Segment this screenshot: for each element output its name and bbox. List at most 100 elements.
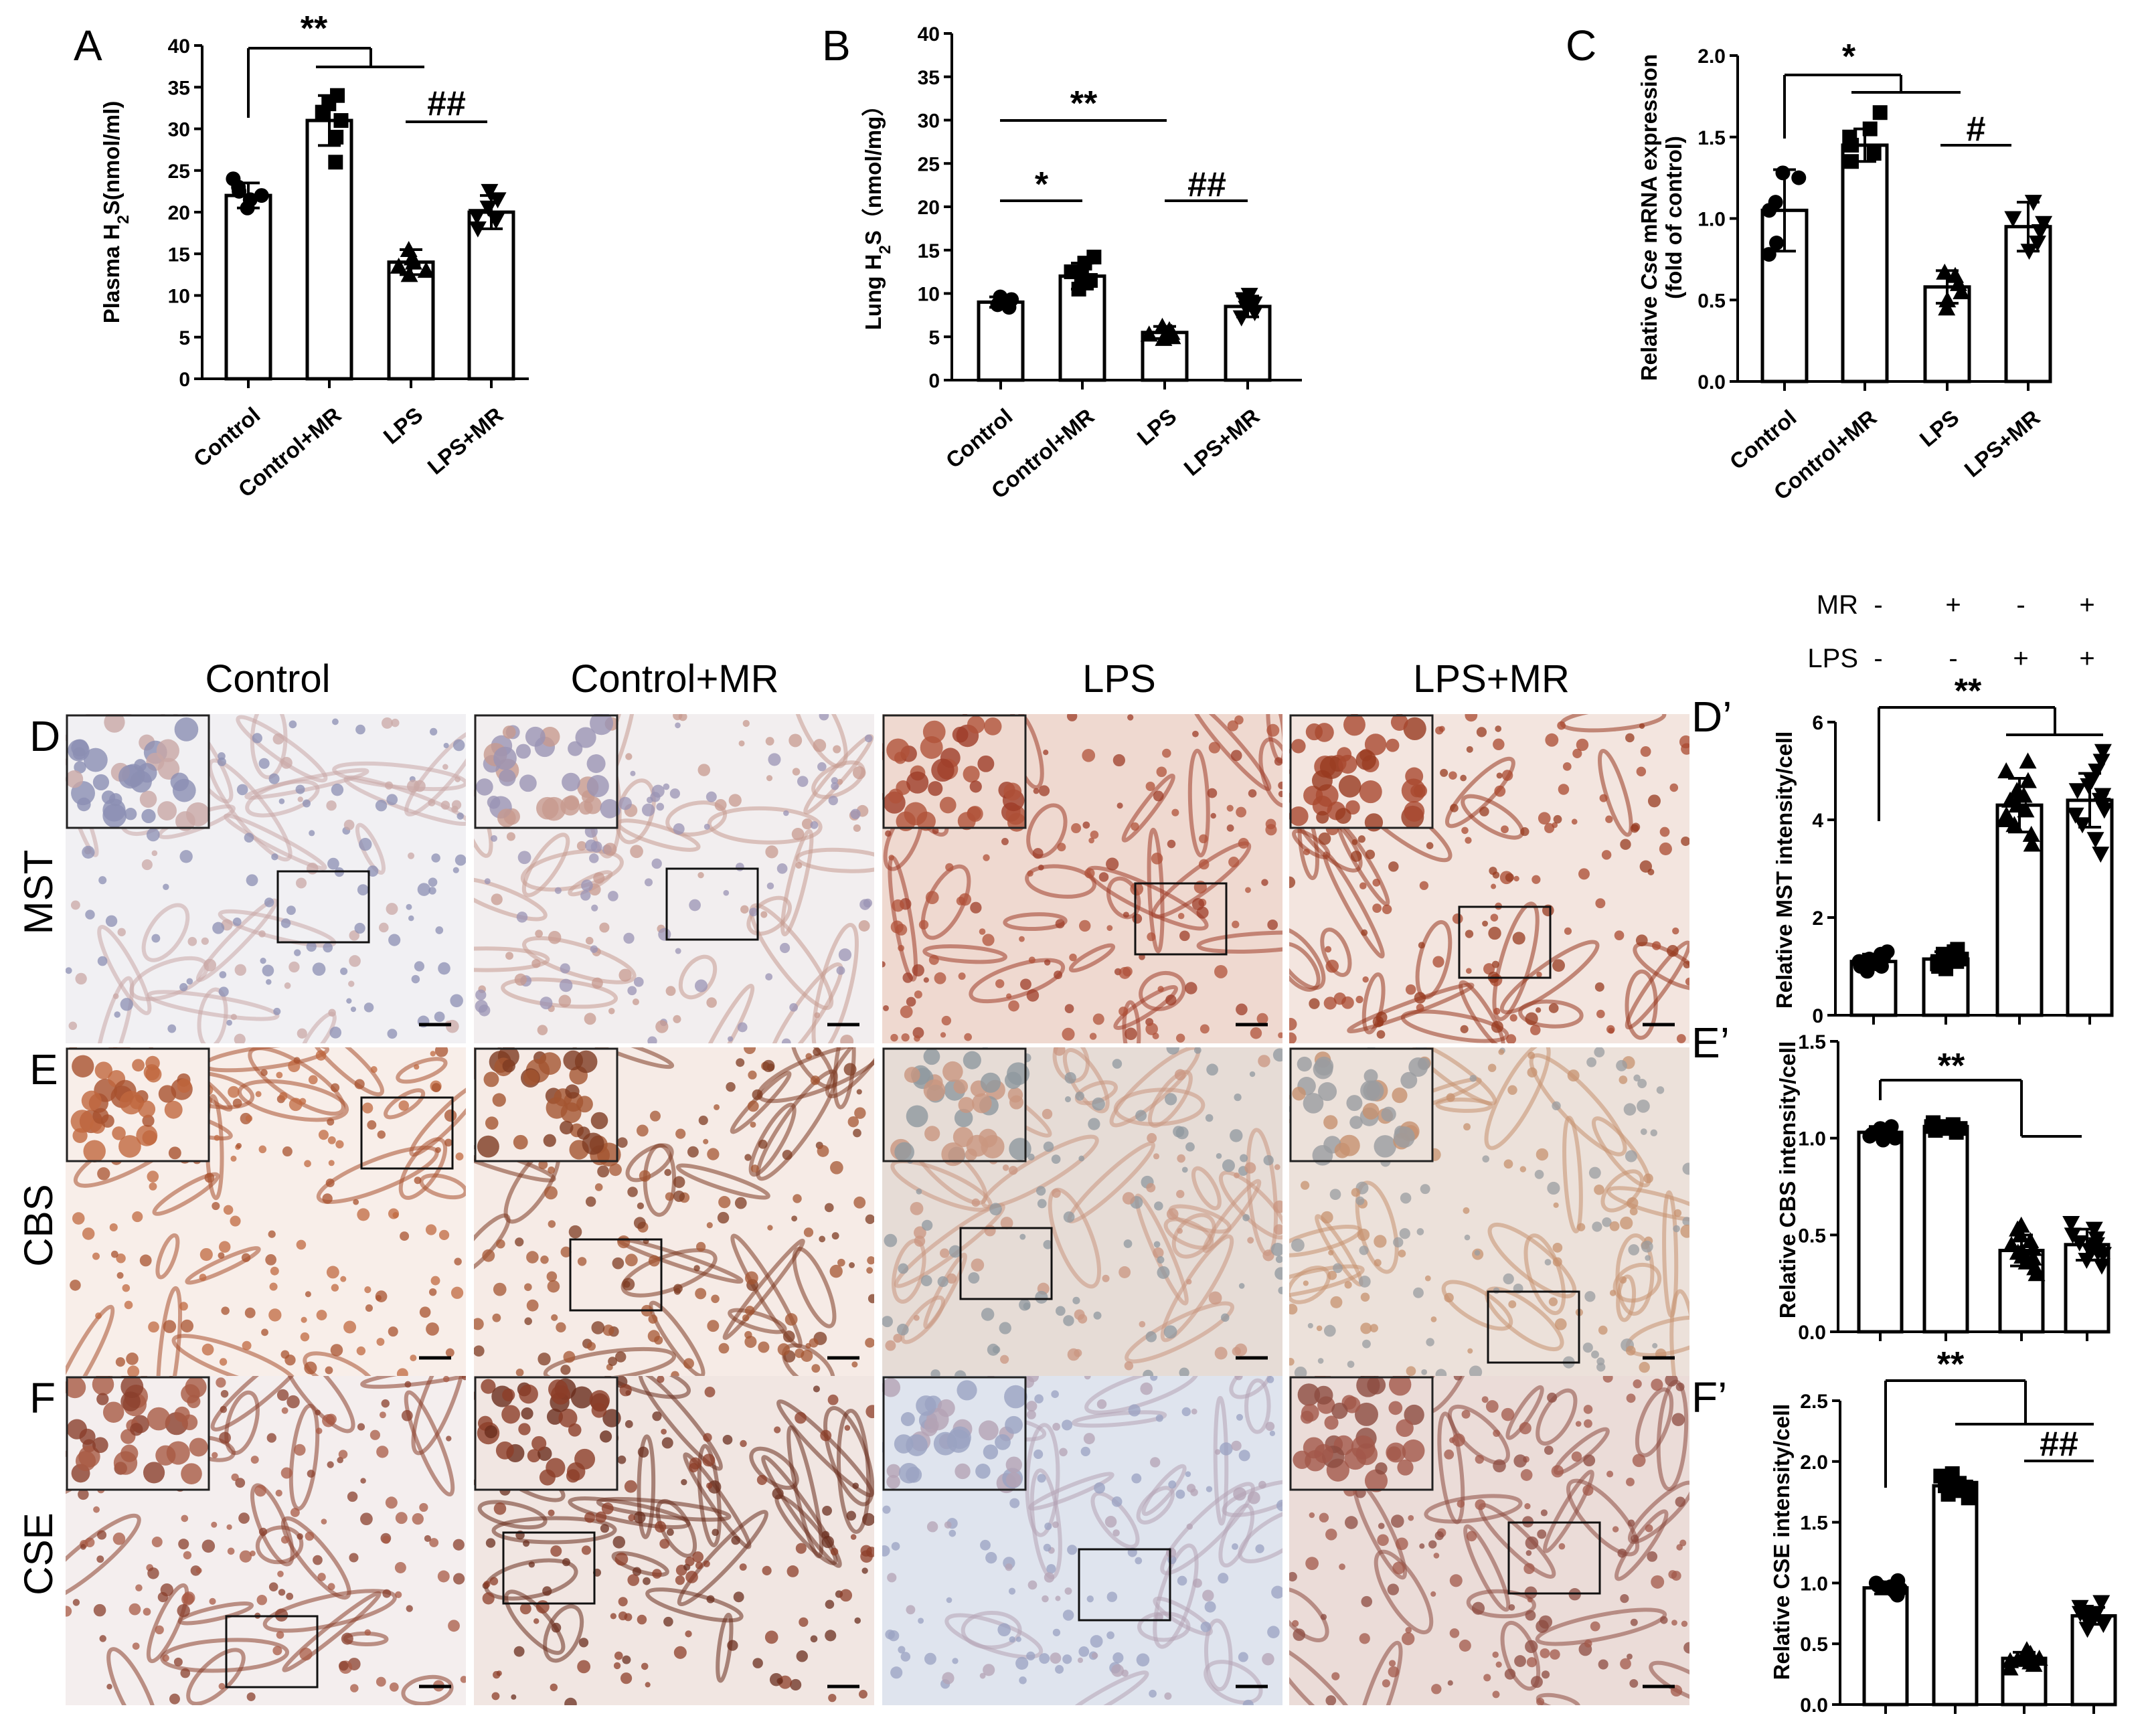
cell-nucleus xyxy=(1206,1063,1218,1076)
cell-nucleus xyxy=(1627,1653,1633,1660)
cell-nucleus xyxy=(1112,1059,1123,1069)
inset-cell xyxy=(953,1079,969,1094)
cell-nucleus xyxy=(685,1557,695,1567)
tissue-strand xyxy=(1062,1048,1110,1114)
cell-nucleus xyxy=(322,1414,335,1427)
cell-nucleus xyxy=(1300,1181,1310,1190)
cell-nucleus xyxy=(1583,1405,1593,1414)
cell-nucleus xyxy=(379,1411,386,1419)
cell-nucleus xyxy=(355,724,365,735)
inset-cell xyxy=(977,755,995,772)
cell-nucleus xyxy=(1682,1217,1689,1226)
cell-nucleus xyxy=(542,1586,552,1596)
tissue-strand xyxy=(1437,1411,1465,1525)
cell-nucleus xyxy=(1125,1027,1137,1041)
cell-nucleus xyxy=(706,1595,715,1603)
data-point xyxy=(489,192,507,209)
cell-nucleus xyxy=(630,770,636,776)
cell-nucleus xyxy=(901,1033,910,1042)
cell-nucleus xyxy=(394,1561,406,1573)
inset-cell xyxy=(933,1431,957,1456)
cell-nucleus xyxy=(1157,1266,1170,1279)
cell-nucleus xyxy=(1519,1421,1532,1435)
cell-nucleus xyxy=(784,1313,798,1326)
cell-nucleus xyxy=(1240,1154,1248,1162)
inset-cell xyxy=(141,808,156,824)
cell-nucleus xyxy=(1629,1678,1639,1688)
y-tick-label: 40 xyxy=(168,35,190,58)
cell-nucleus xyxy=(1329,1189,1341,1201)
cell-nucleus xyxy=(124,1300,133,1310)
cell-nucleus xyxy=(554,887,562,894)
cell-nucleus xyxy=(301,1316,307,1323)
cell-nucleus xyxy=(360,1512,373,1526)
cell-nucleus xyxy=(882,1545,890,1557)
cell-nucleus xyxy=(568,1225,582,1239)
inset-cell xyxy=(995,1434,1011,1450)
cell-nucleus xyxy=(632,999,639,1006)
cell-nucleus xyxy=(1321,1211,1333,1224)
cell-nucleus xyxy=(1406,1366,1416,1377)
tissue-strand xyxy=(637,1434,656,1539)
cell-nucleus xyxy=(1359,1276,1371,1288)
cell-nucleus xyxy=(177,1604,190,1618)
cell-nucleus xyxy=(326,800,337,811)
tissue-strand xyxy=(401,1674,454,1705)
inset-cell xyxy=(502,1388,515,1402)
inset-cell xyxy=(519,774,537,792)
cell-nucleus xyxy=(1457,1500,1465,1508)
cell-nucleus xyxy=(858,1690,867,1699)
cell-nucleus xyxy=(1055,1664,1064,1674)
cell-nucleus xyxy=(346,998,352,1004)
cell-nucleus xyxy=(1525,1640,1538,1654)
cell-nucleus xyxy=(1055,1595,1061,1601)
cell-nucleus xyxy=(1028,956,1036,964)
inset-cell xyxy=(586,754,606,774)
tissue-strand xyxy=(491,1516,617,1545)
cell-nucleus xyxy=(858,920,870,932)
cell-nucleus xyxy=(327,1583,335,1591)
cell-nucleus xyxy=(99,1635,106,1642)
cell-nucleus xyxy=(813,1385,820,1393)
cell-nucleus xyxy=(1220,1442,1233,1456)
cell-nucleus xyxy=(645,1682,651,1688)
cell-nucleus xyxy=(865,1337,874,1348)
inset-cell xyxy=(896,811,916,832)
cell-nucleus xyxy=(1544,1446,1554,1455)
cell-nucleus xyxy=(491,1692,500,1701)
inset-frame xyxy=(474,1376,618,1491)
cell-nucleus xyxy=(1130,882,1144,896)
cell-nucleus xyxy=(258,758,270,769)
y-tick-label: 15 xyxy=(168,244,190,266)
cell-nucleus xyxy=(195,1567,202,1574)
cell-nucleus xyxy=(1627,1519,1635,1527)
cell-nucleus xyxy=(357,1208,370,1221)
data-point xyxy=(2017,801,2035,818)
cell-nucleus xyxy=(665,1192,674,1201)
cell-nucleus xyxy=(167,1024,177,1033)
tissue-strand xyxy=(1213,1395,1229,1526)
cell-nucleus xyxy=(330,1083,340,1092)
cell-nucleus xyxy=(1465,968,1472,974)
cell-nucleus xyxy=(268,1582,278,1591)
cell-nucleus xyxy=(315,1409,321,1415)
cell-nucleus xyxy=(883,1005,889,1011)
cell-nucleus xyxy=(1244,1162,1256,1174)
cell-nucleus xyxy=(1509,1014,1517,1022)
cell-nucleus xyxy=(395,1512,408,1525)
cell-nucleus xyxy=(274,1608,288,1622)
cell-nucleus xyxy=(1680,1224,1689,1238)
cell-nucleus xyxy=(1440,768,1449,777)
cell-nucleus xyxy=(288,1098,303,1112)
micrograph-tile xyxy=(882,1047,1282,1377)
cell-nucleus xyxy=(370,1066,378,1073)
cell-nucleus xyxy=(297,1028,307,1039)
zoom-region-box xyxy=(569,1238,663,1312)
cell-nucleus xyxy=(1009,1636,1015,1643)
micrograph-tile xyxy=(66,1376,466,1705)
cell-nucleus xyxy=(760,911,768,918)
cell-nucleus xyxy=(1532,875,1541,884)
cell-nucleus xyxy=(1344,1516,1358,1529)
cell-nucleus xyxy=(1192,1578,1202,1588)
